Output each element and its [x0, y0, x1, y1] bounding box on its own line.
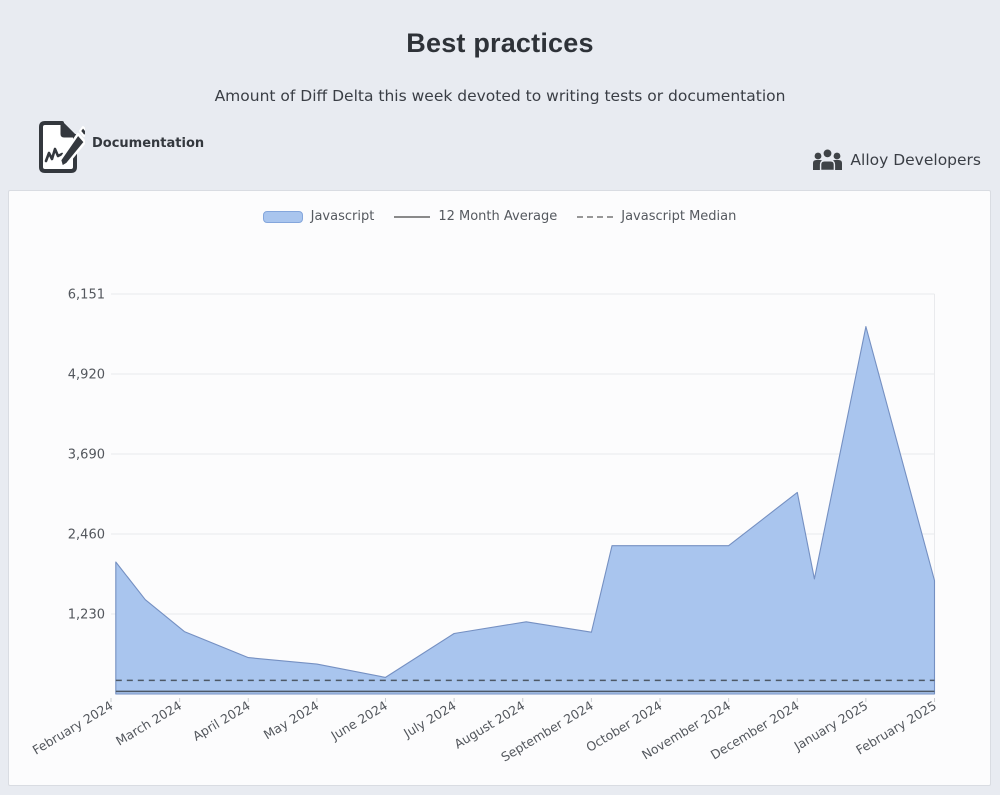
svg-text:1,230: 1,230	[68, 608, 105, 623]
svg-text:2,460: 2,460	[68, 528, 105, 543]
team-label: Alloy Developers	[850, 150, 981, 169]
page-subtitle: Amount of Diff Delta this week devoted t…	[214, 87, 786, 105]
legend-item-javascript-median[interactable]: Javascript Median	[577, 209, 736, 224]
document-pencil-icon	[39, 121, 85, 173]
legend-label: Javascript	[310, 209, 375, 224]
diff-delta-area-chart[interactable]: February 2024 March 2024 April 2024 May 202…	[9, 191, 990, 785]
chart-card: February 2024 March 2024 April 2024 May 202…	[8, 190, 991, 786]
svg-text:July 2024: July 2024	[400, 698, 459, 741]
metric-label: Documentation	[92, 136, 205, 151]
svg-text:June 2024: June 2024	[327, 698, 390, 744]
svg-text:4,920: 4,920	[68, 368, 105, 383]
svg-text:March 2024: March 2024	[113, 698, 184, 749]
svg-text:6,151: 6,151	[68, 288, 105, 303]
legend-label: 12 Month Average	[438, 209, 558, 224]
people-icon	[813, 148, 843, 171]
svg-text:May 2024: May 2024	[261, 698, 322, 743]
svg-text:3,690: 3,690	[68, 448, 105, 463]
svg-text:April 2024: April 2024	[190, 698, 253, 744]
legend-swatch-area	[262, 210, 303, 223]
svg-text:February 2024: February 2024	[30, 698, 116, 758]
page-title: Best practices	[406, 28, 594, 58]
legend-item-12-month-average[interactable]: 12 Month Average	[394, 209, 557, 224]
metric-documentation: Documentation	[33, 118, 204, 176]
team-chip: Alloy Developers	[812, 148, 981, 171]
legend-item-javascript[interactable]: Javascript	[262, 209, 375, 224]
legend-swatch-line	[394, 215, 431, 218]
chart-legend: Javascript 12 Month Average Javascript M…	[9, 209, 990, 224]
legend-label: Javascript Median	[621, 209, 737, 224]
legend-swatch-dashed	[577, 215, 614, 218]
